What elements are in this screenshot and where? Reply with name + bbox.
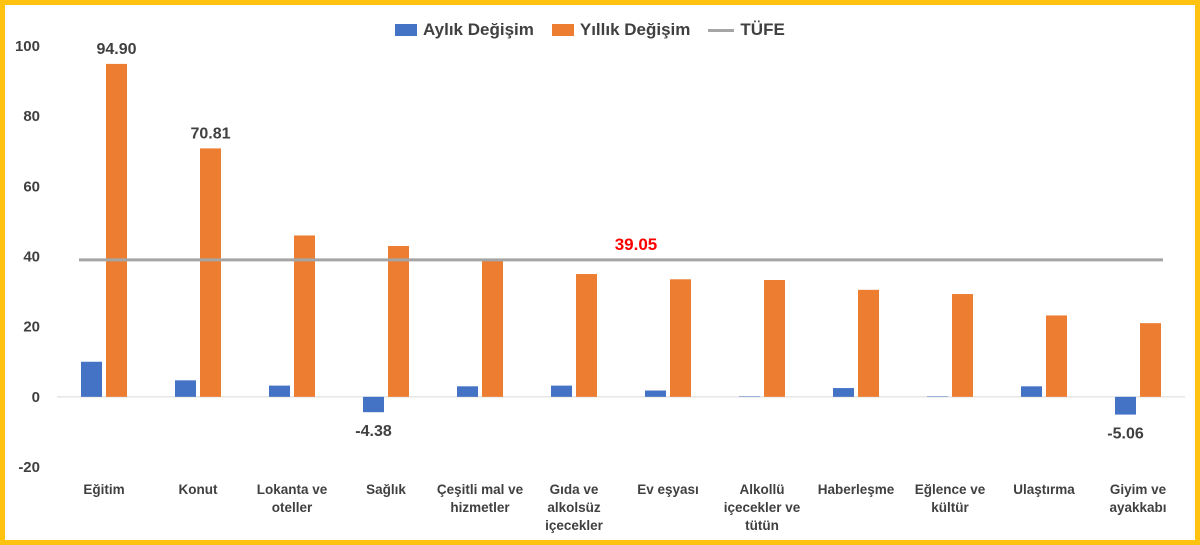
category-label: Çeşitli mal ve: [437, 482, 524, 497]
bar-yearly: [294, 235, 315, 397]
legend: Aylık Değişim Yıllık Değişim TÜFE: [395, 20, 785, 40]
bar-yearly: [858, 289, 879, 397]
category-label: tütün: [745, 518, 779, 533]
bar-monthly: [927, 396, 948, 397]
category-label: Eğitim: [83, 482, 124, 497]
y-tick-label: 60: [23, 178, 40, 195]
bar-yearly: [200, 148, 221, 397]
category-label: Giyim ve: [1110, 482, 1167, 497]
y-tick-label: 20: [23, 319, 40, 336]
bar-monthly: [551, 385, 572, 397]
bar-yearly: [1046, 315, 1067, 397]
category-label: alkolsüz: [547, 500, 601, 515]
y-tick-label: 40: [23, 249, 40, 266]
bar-monthly: [363, 396, 384, 413]
bar-yearly: [106, 63, 127, 397]
data-label: 94.90: [96, 41, 136, 58]
bar-monthly: [175, 380, 196, 397]
bar-monthly: [269, 385, 290, 397]
bar-monthly: [833, 388, 854, 397]
data-label: 70.81: [190, 125, 230, 142]
category-label: içecekler: [545, 518, 604, 533]
legend-swatch-cpi: [708, 28, 735, 32]
bar-yearly: [952, 294, 973, 397]
legend-item-monthly: Aylık Değişim: [395, 20, 534, 40]
legend-swatch-monthly: [395, 24, 417, 36]
category-label: içecekler ve: [724, 500, 801, 515]
bar-monthly: [739, 396, 760, 397]
bar-monthly: [1115, 396, 1136, 415]
category-label: ayakkabı: [1109, 500, 1166, 515]
data-label: -5.06: [1107, 426, 1144, 443]
legend-label-yearly: Yıllık Değişim: [579, 20, 691, 39]
category-label: hizmetler: [450, 500, 510, 515]
bar-monthly: [645, 390, 666, 397]
legend-item-yearly: Yıllık Değişim: [551, 20, 691, 40]
bar-monthly: [457, 386, 478, 397]
bar-yearly: [1140, 323, 1161, 397]
bar-monthly: [1021, 386, 1042, 397]
bar-yearly: [482, 260, 503, 397]
y-tick-label: 100: [15, 38, 40, 55]
bar-yearly: [388, 245, 409, 397]
bar-yearly: [576, 274, 597, 397]
data-label: -4.38: [355, 423, 392, 440]
legend-label-cpi: TÜFE: [740, 20, 785, 39]
category-label: Ulaştırma: [1013, 482, 1075, 497]
legend-item-cpi: TÜFE: [708, 20, 785, 40]
category-label: Lokanta ve: [257, 482, 328, 497]
legend-swatch-yearly: [551, 24, 574, 36]
bar-yearly: [670, 279, 691, 397]
category-label: Konut: [179, 482, 218, 497]
category-label: Sağlık: [366, 482, 406, 497]
bar-yearly: [764, 280, 785, 397]
category-label: Gıda ve: [550, 482, 599, 497]
category-label: oteller: [272, 500, 313, 515]
y-tick-label: 0: [32, 389, 40, 406]
category-label: Ev eşyası: [637, 482, 699, 497]
legend-label-monthly: Aylık Değişim: [423, 20, 534, 39]
bar-monthly: [81, 361, 102, 397]
cpi-value-label: 39.05: [615, 235, 658, 254]
category-label: Eğlence ve: [915, 482, 986, 497]
y-tick-label: 80: [23, 108, 40, 125]
category-label: Haberleşme: [818, 482, 895, 497]
category-label: kültür: [931, 500, 969, 515]
y-tick-label: -20: [18, 459, 40, 476]
category-label: Alkollü: [739, 482, 784, 497]
